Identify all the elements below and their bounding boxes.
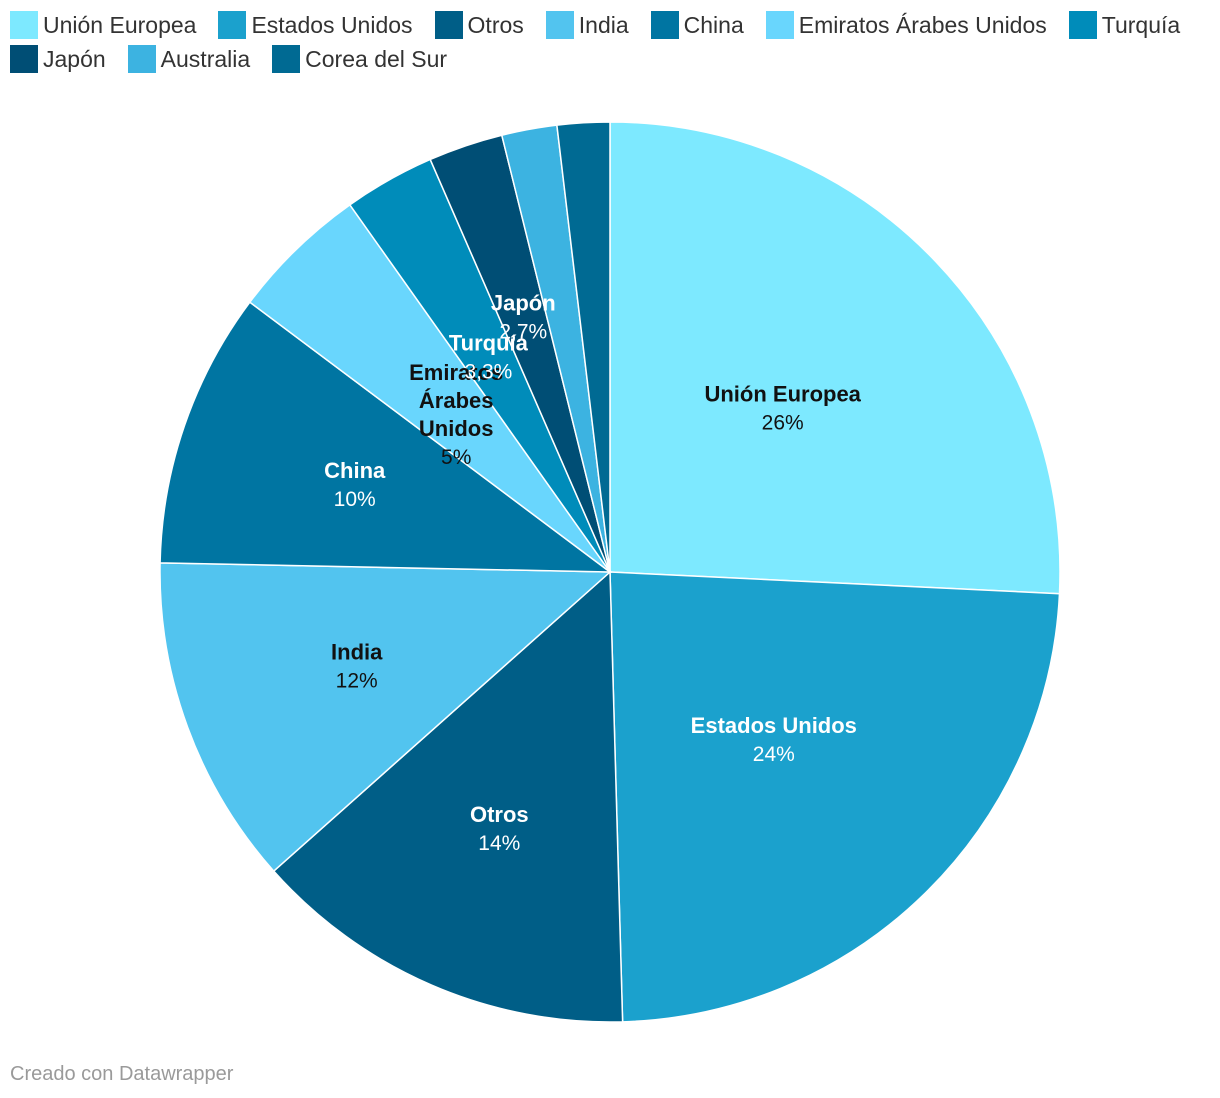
slice-label-india: India 12% [331, 639, 383, 692]
legend-swatch [272, 45, 301, 73]
legend-label: Turquía [1101, 11, 1181, 38]
legend-label: Emiratos Árabes Unidos [798, 11, 1047, 38]
legend-label: Corea del Sur [305, 45, 448, 72]
credit-footer: Creado con Datawrapper [10, 1063, 234, 1085]
legend-item-australia: Australia [127, 44, 251, 74]
slice-label-name: India [331, 639, 383, 664]
slice-label-emiratos-arabes-unidos: Emiratos Árabes Unidos 5% [409, 360, 503, 469]
legend-swatch [434, 11, 463, 39]
legend-label: China [683, 11, 744, 38]
slice-label-value: 5% [441, 446, 471, 469]
legend-item-china: China [650, 10, 744, 40]
slice-label-value: 26% [762, 412, 804, 435]
slice-label-name: Árabes [419, 388, 494, 413]
slice-china[interactable] [159, 301, 613, 573]
legend-swatch [765, 11, 794, 39]
legend-label: India [578, 11, 629, 38]
slice-label-value: 24% [753, 743, 795, 766]
slice-otros[interactable] [272, 570, 624, 1023]
slice-estados-unidos[interactable] [609, 571, 1061, 1023]
legend-swatch [10, 45, 38, 73]
slice-label-value: 12% [336, 669, 378, 692]
legend-swatch [218, 11, 247, 39]
legend-label: Unión Europea [43, 11, 197, 38]
slice-label-name: Turquía [449, 330, 529, 355]
legend-label: Otros [467, 11, 524, 38]
slice-label-name: Emiratos [409, 360, 503, 385]
slice-label-value: 2,7% [499, 320, 547, 343]
slice-label-japon: Japón 2,7% [491, 290, 556, 343]
pie-slices [159, 121, 1061, 1023]
slice-label-value: 10% [334, 488, 376, 511]
slice-india[interactable] [159, 562, 612, 873]
legend-item-emiratos-arabes-unidos: Emiratos Árabes Unidos [765, 10, 1047, 40]
legend-item-estados-unidos: Estados Unidos [218, 10, 413, 40]
slice-label-value: 14% [478, 832, 520, 855]
slice-label-otros: Otros 14% [470, 802, 529, 855]
legend: Unión Europea Estados Unidos Otros India Chi… [10, 10, 1215, 74]
slice-label-name: China [324, 458, 386, 483]
slice-label-union-europea: Unión Europea 26% [704, 382, 861, 435]
legend-item-turquia: Turquía [1068, 10, 1181, 40]
legend-item-japon: Japón [10, 44, 106, 74]
legend-swatch [545, 11, 574, 39]
legend-label: Japón [43, 45, 106, 72]
slice-label-china: China 10% [324, 458, 386, 511]
slice-corea-del-sur[interactable] [556, 121, 611, 573]
slice-label-turquia: Turquía 3,3% [449, 330, 529, 383]
legend-label: Australia [160, 45, 251, 72]
slice-union-europea[interactable] [609, 121, 1061, 595]
legend-swatch [650, 11, 679, 39]
slice-label-value: 3,3% [464, 360, 512, 383]
slice-label-name: Japón [491, 290, 556, 315]
pie-labels: Unión Europea 26% Estados Unidos 24% Otros 14… [324, 290, 862, 855]
legend-item-india: India [545, 10, 629, 40]
slice-label-name: Unión Europea [704, 382, 861, 407]
slice-label-name: Unidos [419, 416, 494, 441]
legend-swatch [10, 11, 38, 39]
legend-swatch [1068, 11, 1097, 39]
legend-swatch [127, 45, 156, 73]
legend-item-union-europea: Unión Europea [10, 10, 196, 40]
legend-item-corea-del-sur: Corea del Sur [272, 44, 447, 74]
legend-item-otros: Otros [434, 10, 524, 40]
legend-label: Estados Unidos [251, 11, 413, 38]
slice-label-estados-unidos: Estados Unidos 24% [691, 713, 857, 766]
slice-label-name: Otros [470, 802, 529, 827]
slice-label-name: Estados Unidos [691, 713, 857, 738]
